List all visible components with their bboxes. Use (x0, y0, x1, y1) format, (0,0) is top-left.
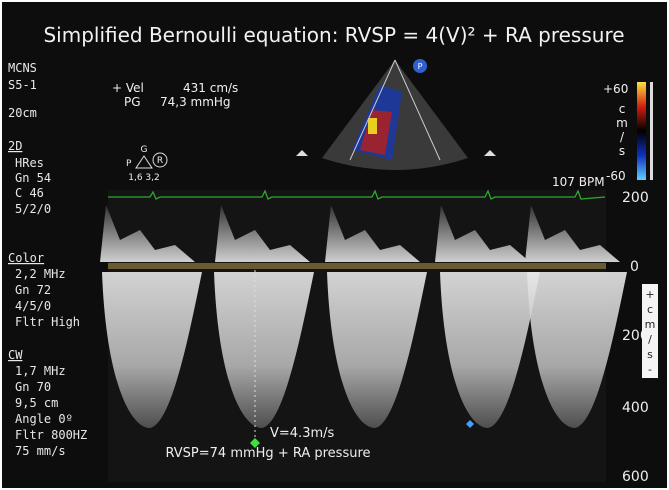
panel-text: 9,5 cm (15, 396, 58, 410)
color-scale: +60 -60 c m / s (603, 82, 653, 183)
scale-label: 0 (630, 259, 639, 275)
measure-label: PG (124, 95, 141, 109)
probe-icon: G P R 1,6 3,2 (126, 145, 168, 183)
annotation: V=4.3m/s (270, 426, 335, 441)
panel-text: 20cm (8, 106, 37, 120)
panel-text: Angle 0º (15, 412, 73, 426)
scale-unit: + (645, 288, 654, 301)
section-heading: 2D (8, 139, 22, 153)
measure-value: 431 cm/s (183, 81, 238, 95)
panel-text: 4/5/0 (15, 299, 51, 313)
velocity-scale: 200 0 200 400 600 + c m / s - (622, 190, 658, 485)
heart-rate: 107 BPM (552, 175, 605, 189)
probe-text: P (126, 159, 132, 169)
probe-text: 1,6 3,2 (128, 173, 160, 183)
scale-unit: / (620, 130, 625, 144)
scale-label: +60 (603, 82, 628, 96)
scale-unit: / (648, 333, 652, 346)
panel-text: HRes (15, 156, 44, 170)
doppler-trace (100, 189, 627, 482)
scale-label: 400 (622, 400, 649, 416)
panel-text: S5-1 (8, 78, 37, 92)
section-heading: CW (8, 348, 23, 362)
panel-text: MCNS (8, 61, 37, 75)
panel-text: Gn 54 (15, 171, 51, 185)
scale-unit: - (648, 363, 652, 376)
section-heading: Color (8, 251, 44, 265)
scale-unit: c (647, 303, 653, 316)
left-panel: MCNS S5-1 20cm 2D HRes Gn 54 C 46 5/2/0 … (8, 61, 87, 458)
scale-unit: m (645, 318, 656, 331)
scale-label: 600 (622, 469, 649, 485)
scale-label: 200 (622, 190, 649, 206)
scale-unit: c (619, 102, 626, 116)
annotation: RVSP=74 mmHg + RA pressure (165, 446, 370, 461)
sector-marker: P (418, 62, 423, 71)
panel-text: 5/2/0 (15, 202, 51, 216)
scale-unit: s (619, 144, 625, 158)
panel-text: 1,7 MHz (15, 364, 66, 378)
panel-text: Gn 70 (15, 380, 51, 394)
panel-text: Gn 72 (15, 283, 51, 297)
panel-text: Fltr 800HZ (15, 428, 87, 442)
measure-value: 74,3 mmHg (160, 95, 231, 109)
measurements: + Vel 431 cm/s PG 74,3 mmHg (112, 81, 238, 109)
scale-label: -60 (606, 169, 626, 183)
sector-image: P (296, 59, 496, 170)
probe-text: G (141, 145, 148, 155)
panel-text: C 46 (15, 186, 44, 200)
scale-unit: m (616, 116, 628, 130)
scale-unit: s (647, 348, 653, 361)
panel-text: Fltr High (15, 315, 80, 329)
title: Simplified Bernoulli equation: RVSP = 4(… (43, 23, 624, 47)
panel-text: 75 mm/s (15, 444, 66, 458)
probe-text: R (157, 156, 163, 166)
measure-label: + Vel (112, 81, 144, 95)
panel-text: 2,2 MHz (15, 267, 66, 281)
